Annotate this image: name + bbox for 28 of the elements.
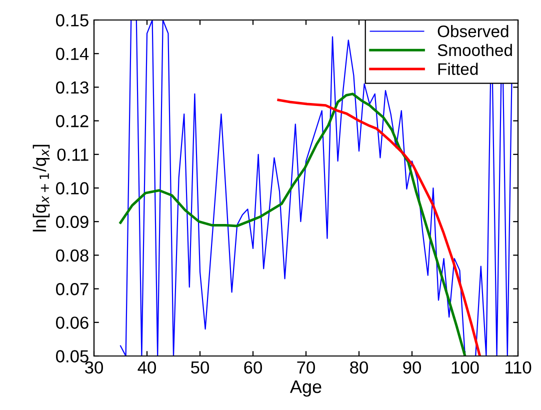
x-tick-label: 70 <box>297 361 315 374</box>
y-tick-label: 0.08 <box>56 249 88 262</box>
x-axis-title: Age <box>290 380 322 397</box>
x-tick-label: 30 <box>85 361 103 374</box>
x-tick-label: 60 <box>244 361 262 374</box>
y-tick-label: 0.12 <box>56 114 88 128</box>
y-tick-label: 0.06 <box>56 316 88 329</box>
x-tick-label: 40 <box>138 361 156 374</box>
x-tick-label: 80 <box>350 361 368 374</box>
legend-label: Smoothed <box>438 44 512 56</box>
x-tick-label: 50 <box>191 361 209 374</box>
y-tick-label: 0.05 <box>56 350 88 362</box>
y-tick-label: 0.15 <box>56 14 88 26</box>
y-tick-label: 0.10 <box>56 182 88 194</box>
line-series <box>277 98 482 356</box>
line-series <box>119 92 466 356</box>
y-axis-title: ln[q$_{x+1}$/q$_{x}$] <box>32 144 50 232</box>
legend-label: Fitted <box>438 62 478 75</box>
legend-label: Observed <box>438 25 508 38</box>
line-series <box>120 20 514 356</box>
y-tick-label: 0.07 <box>56 282 88 296</box>
x-tick-label: 100 <box>452 361 479 374</box>
y-tick-label: 0.13 <box>56 81 88 94</box>
x-tick-label: 110 <box>505 361 532 374</box>
x-tick-label: 90 <box>403 361 421 374</box>
y-tick-label: 0.11 <box>57 148 88 161</box>
y-tick-label: 0.14 <box>56 48 89 60</box>
y-tick-label: 0.09 <box>56 216 88 228</box>
